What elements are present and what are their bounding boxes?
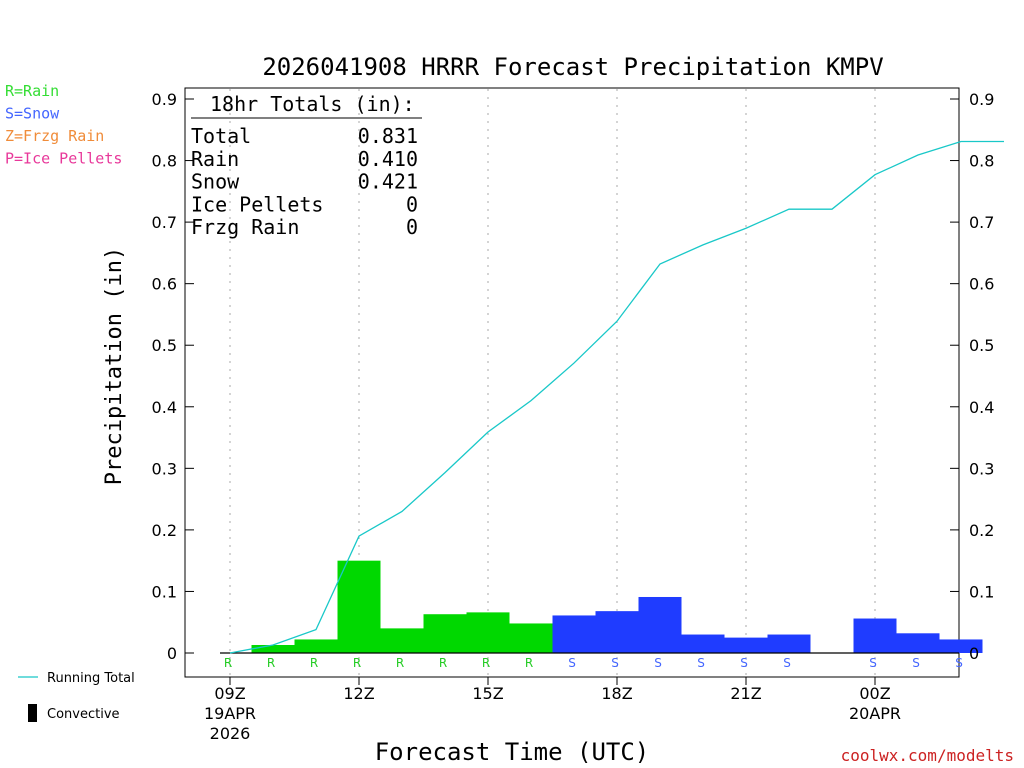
precip-type-label: R [353, 656, 361, 670]
y-tick-label-left: 0.6 [152, 275, 177, 294]
totals-header: 18hr Totals (in): [210, 92, 415, 116]
credit-link[interactable]: coolwx.com/modelts [841, 746, 1014, 765]
precip-bar [724, 637, 768, 653]
x-axis-label: Forecast Time (UTC) [375, 738, 650, 766]
y-tick-label-right: 0.8 [969, 152, 994, 171]
convective-legend-label: Convective [47, 707, 120, 722]
precip-type-label: R [525, 656, 533, 670]
x-tick-label: 21Z [730, 684, 761, 703]
precip-bar [509, 623, 553, 653]
precip-type-label: R [224, 656, 232, 670]
x-tick-label: 18Z [601, 684, 632, 703]
precip-type-legend: R=Rain S=Snow Z=Frzg Rain P=Ice Pellets [5, 82, 122, 168]
type-legend-item: S=Snow [5, 105, 60, 123]
y-tick-label-right: 0.7 [969, 213, 994, 232]
precip-type-label: R [439, 656, 447, 670]
x-tick-label: 09Z [214, 684, 245, 703]
y-tick-label-right: 0.2 [969, 521, 994, 540]
x-tick-date: 19APR [204, 704, 256, 723]
precip-type-label: R [482, 656, 490, 670]
y-tick-label-left: 0.7 [152, 213, 177, 232]
precip-bar [294, 639, 338, 653]
x-tick-label: 00Z [859, 684, 890, 703]
x-tick-label: 12Z [343, 684, 374, 703]
totals-row-value: 0 [406, 192, 418, 216]
precip-type-label: S [955, 656, 963, 670]
y-axis-left: 0 0.1 0.2 0.3 0.4 0.5 0.6 0.7 0.8 0.9 [152, 90, 194, 663]
precip-bar [251, 644, 295, 653]
precip-type-label: S [568, 656, 576, 670]
y-tick-label-right: 0.6 [969, 275, 994, 294]
y-tick-label-left: 0.4 [152, 398, 177, 417]
precip-bars [251, 560, 983, 653]
y-tick-label-left: 0 [167, 644, 177, 663]
convective-legend-swatch [28, 704, 37, 722]
chart-title: 2026041908 HRRR Forecast Precipitation K… [262, 53, 883, 81]
totals-box: 18hr Totals (in): Total 0.831 Rain 0.410 Sno… [191, 92, 422, 239]
precip-bar [423, 614, 467, 653]
totals-row-label: Snow [191, 170, 240, 194]
y-tick-label-left: 0.3 [152, 459, 177, 478]
y-tick-label-right: 0.1 [969, 582, 994, 601]
totals-row-label: Rain [191, 147, 239, 171]
totals-row-value: 0.421 [358, 170, 418, 194]
x-tick-label: 15Z [472, 684, 503, 703]
totals-row-value: 0.410 [358, 147, 418, 171]
precip-bar [681, 634, 725, 653]
x-tick-year: 2026 [210, 724, 251, 743]
running-total-line [229, 140, 1004, 654]
precip-type-label: S [654, 656, 662, 670]
precip-type-label: S [611, 656, 619, 670]
totals-row-label: Total [191, 124, 251, 148]
y-tick-label-left: 0.5 [152, 336, 177, 355]
type-legend-item: Z=Frzg Rain [5, 127, 104, 145]
precip-bar [939, 639, 983, 653]
precip-type-label: S [697, 656, 705, 670]
precip-type-label: S [783, 656, 791, 670]
precip-type-label: R [396, 656, 404, 670]
y-tick-label-right: 0.3 [969, 459, 994, 478]
running-total-legend-label: Running Total [47, 671, 135, 686]
x-tick-date: 20APR [849, 704, 901, 723]
totals-row-label: Ice Pellets [191, 192, 323, 216]
precip-type-label: S [912, 656, 920, 670]
y-tick-label-left: 0.2 [152, 521, 177, 540]
precip-bar [337, 560, 381, 653]
precip-type-label: R [267, 656, 275, 670]
y-tick-label-left: 0.8 [152, 152, 177, 171]
type-legend-item: R=Rain [5, 82, 59, 100]
precip-type-label: S [869, 656, 877, 670]
y-tick-label-right: 0.9 [969, 90, 994, 109]
y-tick-label-right: 0.5 [969, 336, 994, 355]
totals-row-label: Frzg Rain [191, 215, 299, 239]
precip-bar [466, 612, 510, 653]
type-legend-item: P=Ice Pellets [5, 150, 122, 168]
y-axis-right: 0 0.1 0.2 0.3 0.4 0.5 0.6 0.7 0.8 0.9 [950, 90, 994, 663]
precip-bar [767, 634, 811, 653]
y-tick-label-right: 0 [969, 644, 979, 663]
precip-bar [380, 628, 424, 653]
y-tick-label-left: 0.9 [152, 90, 177, 109]
precip-bar [853, 618, 897, 653]
y-tick-label-right: 0.4 [969, 398, 994, 417]
y-axis-label: Precipitation (in) [102, 247, 127, 485]
precip-bar [638, 596, 682, 653]
precip-bar [552, 615, 596, 653]
plot-frame [184, 87, 960, 678]
totals-row-value: 0 [406, 215, 418, 239]
precip-type-label: R [310, 656, 318, 670]
y-tick-label-left: 0.1 [152, 582, 177, 601]
precip-bar [595, 611, 639, 653]
totals-row-value: 0.831 [358, 124, 418, 148]
precip-type-label: S [740, 656, 748, 670]
precip-bar [896, 633, 940, 653]
